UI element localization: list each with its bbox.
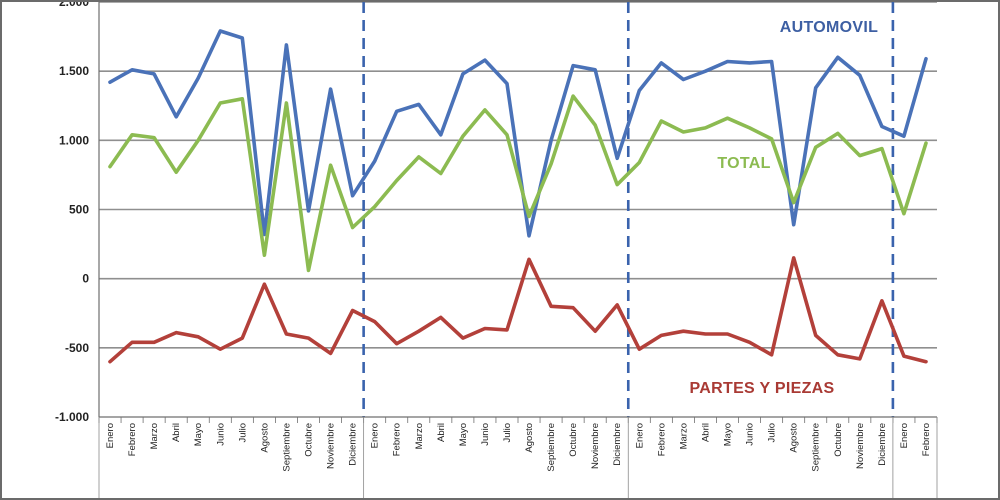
- x-tick-label: Febrero: [921, 423, 932, 456]
- y-tick-label: 1.500: [59, 64, 89, 78]
- x-tick-label: Marzo: [149, 423, 160, 449]
- x-tick-label: Noviembre: [590, 423, 601, 469]
- x-tick-label: Abril: [436, 423, 447, 442]
- x-tick-label: Febrero: [656, 423, 667, 456]
- x-tick-label: Enero: [370, 423, 381, 448]
- x-tick-label: Septiembre: [281, 423, 292, 472]
- x-tick-label: Marzo: [678, 423, 689, 449]
- y-tick-label: -1.000: [55, 410, 89, 424]
- series-label-partes-y-piezas: PARTES Y PIEZAS: [690, 380, 835, 397]
- x-tick-label: Noviembre: [326, 423, 337, 469]
- series-line-partes-y-piezas: [108, 256, 928, 364]
- x-tick-label: Marzo: [414, 423, 425, 449]
- x-tick-label: Febrero: [127, 423, 138, 456]
- x-tick-label: Junio: [215, 423, 226, 446]
- series-line-automovil: [108, 29, 928, 238]
- x-tick-label: Agosto: [259, 423, 270, 453]
- x-tick-label: Junio: [745, 423, 756, 446]
- x-tick-label: Septiembre: [546, 423, 557, 472]
- x-tick-label: Agosto: [789, 423, 800, 453]
- series-label-automovil: AUTOMOVIL: [780, 19, 878, 36]
- x-tick-label: Febrero: [392, 423, 403, 456]
- series-label-total: TOTAL: [717, 155, 770, 172]
- x-tick-label: Octubre: [833, 423, 844, 457]
- x-tick-label: Enero: [899, 423, 910, 448]
- year-separators: [362, 2, 895, 417]
- x-tick-label: Mayo: [458, 423, 469, 446]
- x-tick-label: Noviembre: [855, 423, 866, 469]
- y-tick-label: 500: [69, 203, 89, 217]
- gridlines: [99, 2, 937, 349]
- x-tick-label: Julio: [237, 423, 248, 443]
- x-tick-label: Octubre: [568, 423, 579, 457]
- series-labels: AUTOMOVIL TOTAL PARTES Y PIEZAS: [690, 19, 878, 397]
- x-tick-label: Agosto: [524, 423, 535, 453]
- x-tick-label: Enero: [105, 423, 116, 448]
- x-tick-label: Diciembre: [877, 423, 888, 466]
- y-tick-label: 0: [82, 272, 89, 286]
- x-tick-label: Diciembre: [348, 423, 359, 466]
- x-tick-label: Diciembre: [612, 423, 623, 466]
- y-tick-label: 1.000: [59, 133, 89, 147]
- x-tick-label: Octubre: [304, 423, 315, 457]
- x-tick-label: Julio: [502, 423, 513, 443]
- series-lines: [108, 29, 928, 364]
- y-tick-label: 2.000: [59, 2, 89, 9]
- series-line-total: [108, 94, 928, 273]
- x-tick-labels: Enero Febrero Marzo Abril Mayo Junio Julio Agos…: [105, 423, 932, 472]
- y-tick-label: -500: [65, 341, 89, 355]
- x-tick-label: Abril: [171, 423, 182, 442]
- x-tick-label: Enero: [634, 423, 645, 448]
- x-tick-label: Septiembre: [811, 423, 822, 472]
- x-tick-label: Mayo: [193, 423, 204, 446]
- x-tick-label: Julio: [767, 423, 778, 443]
- x-tick-label: Junio: [480, 423, 491, 446]
- axes: [98, 2, 938, 498]
- x-tick-label: Mayo: [723, 423, 734, 446]
- x-tick-label: Abril: [700, 423, 711, 442]
- y-tick-labels: -1.000 -500 0 500 1.000 1.500 2.000: [55, 2, 89, 424]
